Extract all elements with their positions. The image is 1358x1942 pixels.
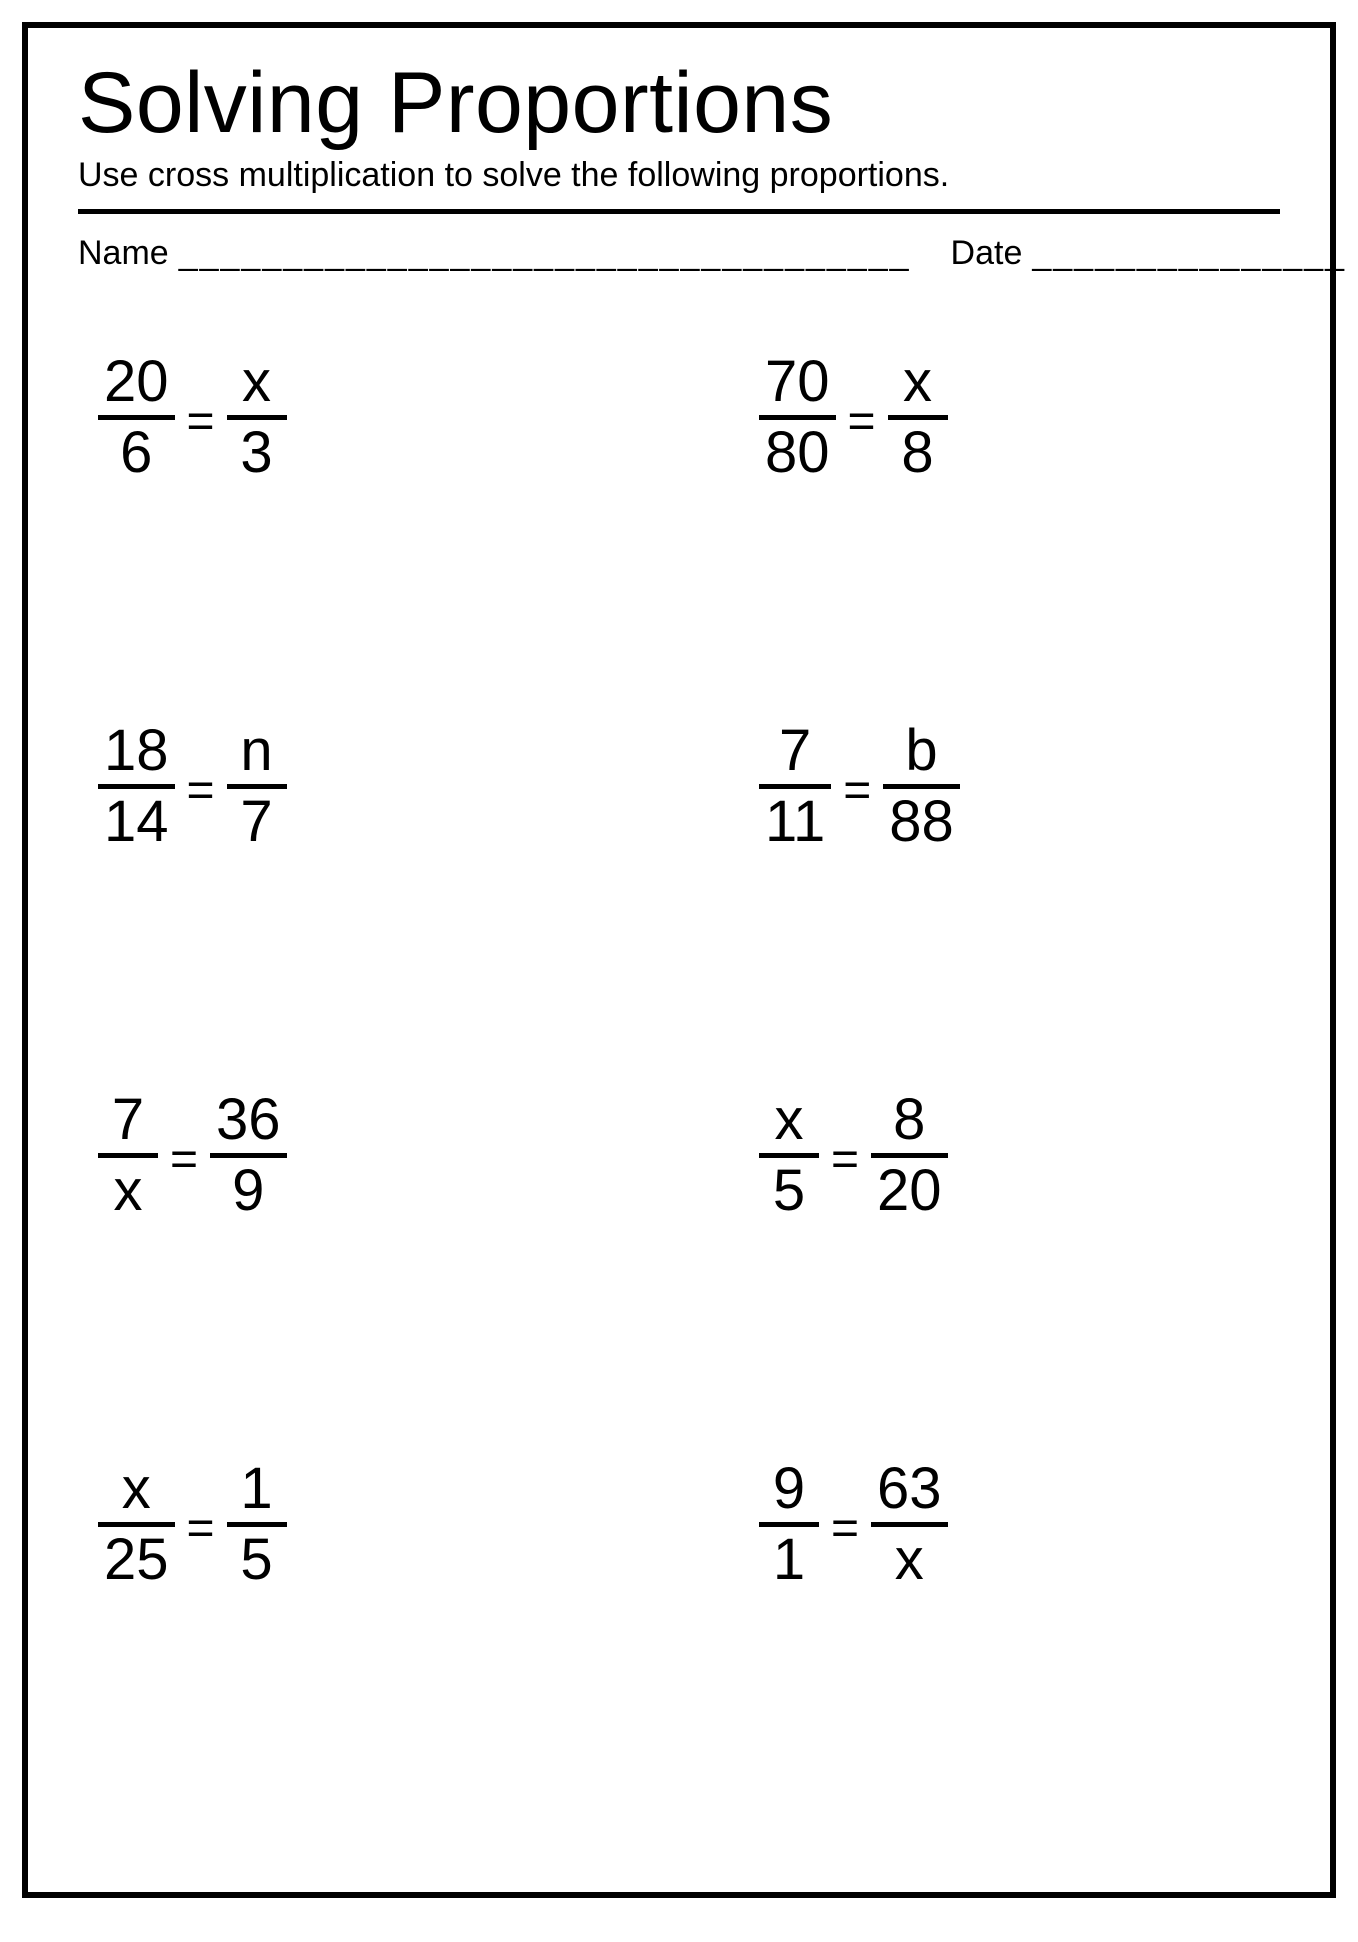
- equals-sign: =: [831, 1505, 859, 1553]
- denominator: 11: [759, 793, 831, 851]
- numerator: 70: [759, 353, 836, 411]
- fraction-left: 7 11: [759, 722, 831, 851]
- fraction-right: 1 5: [227, 1460, 287, 1589]
- numerator: 7: [773, 722, 817, 780]
- equals-sign: =: [187, 1505, 215, 1553]
- fraction-left: x 5: [759, 1091, 819, 1220]
- numerator: 8: [887, 1091, 931, 1149]
- equals-sign: =: [831, 1136, 859, 1184]
- numerator: n: [234, 722, 278, 780]
- denominator: x: [889, 1531, 930, 1589]
- page-title: Solving Proportions: [78, 58, 1280, 148]
- denominator: 25: [98, 1531, 175, 1589]
- numerator: x: [897, 353, 938, 411]
- name-blank[interactable]: ___________________________________: [179, 234, 911, 273]
- fraction-left: 20 6: [98, 353, 175, 482]
- problem: x 25 = 1 5: [98, 1460, 679, 1589]
- denominator: 14: [98, 793, 175, 851]
- numerator: b: [899, 722, 943, 780]
- fraction-right: b 88: [883, 722, 960, 851]
- fraction-left: 70 80: [759, 353, 836, 482]
- name-field: Name ___________________________________: [78, 234, 911, 273]
- denominator: 80: [759, 424, 836, 482]
- numerator: 36: [210, 1091, 287, 1149]
- name-label: Name: [78, 234, 169, 273]
- date-field: Date _______________: [951, 234, 1346, 273]
- denominator: 5: [234, 1531, 278, 1589]
- fraction-left: 18 14: [98, 722, 175, 851]
- fraction-left: 7 x: [98, 1091, 158, 1220]
- problem: 18 14 = n 7: [98, 722, 679, 851]
- problem: x 5 = 8 20: [699, 1091, 1280, 1220]
- fraction-right: 8 20: [871, 1091, 948, 1220]
- name-date-line: Name ___________________________________…: [78, 234, 1280, 273]
- equals-sign: =: [170, 1136, 198, 1184]
- problem: 7 11 = b 88: [699, 722, 1280, 851]
- date-blank[interactable]: _______________: [1032, 234, 1346, 273]
- problem: 20 6 = x 3: [98, 353, 679, 482]
- numerator: 9: [767, 1460, 811, 1518]
- denominator: 1: [767, 1531, 811, 1589]
- numerator: 18: [98, 722, 175, 780]
- numerator: 63: [871, 1460, 948, 1518]
- equals-sign: =: [843, 767, 871, 815]
- fraction-right: n 7: [227, 722, 287, 851]
- numerator: x: [769, 1091, 810, 1149]
- instructions-text: Use cross multiplication to solve the fo…: [78, 156, 1280, 195]
- denominator: 20: [871, 1162, 948, 1220]
- denominator: 9: [226, 1162, 270, 1220]
- numerator: x: [236, 353, 277, 411]
- denominator: x: [108, 1162, 149, 1220]
- denominator: 88: [883, 793, 960, 851]
- problem: 70 80 = x 8: [699, 353, 1280, 482]
- fraction-left: 9 1: [759, 1460, 819, 1589]
- fraction-right: x 8: [888, 353, 948, 482]
- numerator: 7: [106, 1091, 150, 1149]
- numerator: x: [116, 1460, 157, 1518]
- fraction-right: 36 9: [210, 1091, 287, 1220]
- problem: 9 1 = 63 x: [699, 1460, 1280, 1589]
- denominator: 7: [234, 793, 278, 851]
- numerator: 1: [234, 1460, 278, 1518]
- denominator: 6: [114, 424, 158, 482]
- fraction-right: x 3: [227, 353, 287, 482]
- divider: [78, 209, 1280, 214]
- equals-sign: =: [187, 398, 215, 446]
- worksheet-page: Solving Proportions Use cross multiplica…: [22, 22, 1336, 1898]
- denominator: 3: [234, 424, 278, 482]
- problems-grid: 20 6 = x 3 70 80 = x 8: [78, 353, 1280, 1589]
- equals-sign: =: [187, 767, 215, 815]
- equals-sign: =: [848, 398, 876, 446]
- denominator: 8: [895, 424, 939, 482]
- date-label: Date: [951, 234, 1023, 273]
- fraction-right: 63 x: [871, 1460, 948, 1589]
- problem: 7 x = 36 9: [98, 1091, 679, 1220]
- numerator: 20: [98, 353, 175, 411]
- fraction-left: x 25: [98, 1460, 175, 1589]
- denominator: 5: [767, 1162, 811, 1220]
